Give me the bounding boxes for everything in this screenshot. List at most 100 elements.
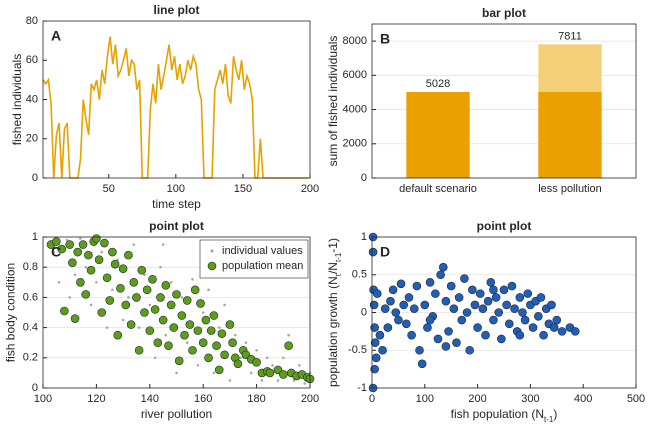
point [143, 273, 146, 277]
point [180, 330, 189, 340]
point [462, 308, 472, 317]
legend-swatch [210, 249, 214, 253]
point [156, 293, 165, 302]
point [175, 371, 178, 375]
y-tick-label: 0.5 [352, 269, 367, 281]
point [126, 320, 136, 329]
point [520, 315, 530, 325]
point [121, 318, 125, 322]
point [380, 304, 390, 314]
x-tick-label: 500 [627, 393, 645, 405]
point [423, 323, 432, 332]
point [228, 338, 237, 348]
point [196, 299, 205, 308]
y-axis-label: sum of fished individuals [326, 36, 340, 167]
x-axis-label: river pollution [141, 407, 212, 421]
point [518, 308, 527, 317]
point [425, 277, 435, 287]
point [507, 281, 517, 291]
point [110, 259, 120, 269]
point [169, 323, 179, 332]
point [95, 281, 98, 284]
point [177, 311, 187, 320]
y-tick-label: 0 [361, 172, 367, 184]
point [153, 356, 157, 360]
point [386, 296, 395, 306]
y-tick-label: 4000 [343, 103, 367, 115]
legend-swatch [207, 261, 217, 271]
point [371, 353, 381, 363]
point [375, 330, 385, 340]
label-part: ) [553, 407, 557, 421]
panel-label: D [380, 244, 390, 260]
point [150, 305, 160, 314]
point [201, 315, 211, 325]
point [148, 303, 152, 307]
point [137, 265, 147, 275]
point [148, 274, 157, 284]
panel-label: B [380, 31, 390, 47]
y-axis-label: population growth (Nt/Nt-1-1) [326, 238, 342, 387]
point [265, 356, 269, 360]
chart-title: bar plot [482, 6, 526, 20]
point [174, 356, 184, 366]
point [142, 285, 152, 295]
bar-total-label: 7811 [558, 30, 582, 42]
point [164, 333, 168, 337]
point [206, 326, 216, 335]
axes-box [371, 236, 637, 389]
point [570, 327, 580, 336]
label-part: -1) [326, 238, 340, 253]
point [536, 293, 546, 302]
point [57, 244, 66, 254]
point [185, 320, 195, 329]
point [407, 330, 416, 340]
legend-label: population mean [222, 260, 303, 272]
point [65, 238, 69, 242]
point [298, 364, 301, 367]
point [132, 243, 136, 246]
point [81, 290, 91, 299]
point [260, 379, 264, 382]
point [182, 296, 192, 305]
point [191, 277, 194, 281]
point [57, 281, 61, 284]
chart-title: line plot [154, 3, 200, 17]
point [60, 306, 69, 316]
legend-label: individual values [222, 245, 303, 257]
point [475, 289, 485, 298]
point [198, 338, 208, 348]
point [79, 237, 82, 240]
y-tick-label: -1 [357, 382, 367, 394]
axes-box [42, 236, 311, 389]
point [370, 364, 379, 374]
point [102, 273, 112, 283]
y-tick-label: 0.4 [23, 322, 38, 334]
point [239, 356, 242, 360]
point [271, 364, 274, 367]
point [84, 250, 93, 260]
point [549, 323, 559, 332]
point [52, 250, 55, 254]
point [534, 311, 543, 321]
point [372, 289, 382, 298]
point [116, 284, 125, 293]
chart-title: point plot [149, 219, 204, 233]
point [399, 300, 408, 310]
y-tick-label: 1 [361, 231, 367, 243]
point [449, 304, 459, 314]
point [383, 323, 393, 332]
point [164, 341, 173, 351]
x-tick-label: 0 [369, 393, 375, 405]
y-tick-label: 80 [26, 15, 38, 27]
bar [406, 91, 470, 178]
point [388, 285, 398, 295]
point [468, 285, 477, 295]
point [394, 315, 403, 325]
point [220, 350, 229, 360]
point [97, 308, 107, 317]
point [76, 277, 85, 287]
point [249, 371, 253, 375]
x-tick-label: 100 [34, 393, 52, 405]
